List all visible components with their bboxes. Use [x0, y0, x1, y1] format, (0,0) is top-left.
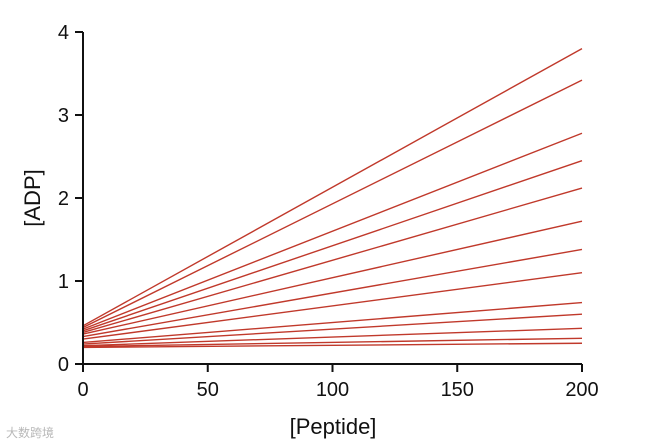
series-line-7	[82, 248, 583, 338]
series-line-10	[82, 313, 583, 345]
y-tick-label: 2	[58, 188, 69, 210]
series-line-2	[82, 79, 583, 329]
axes-layer	[82, 32, 582, 365]
y-axis-title: [ADP]	[20, 169, 45, 226]
series-line-8	[82, 272, 583, 340]
series-layer	[82, 47, 583, 349]
x-tick-label: 50	[197, 379, 219, 401]
x-tick-label: 200	[565, 379, 598, 401]
series-line-11	[82, 327, 583, 347]
x-axis-title: [Peptide]	[290, 414, 377, 439]
series-line-5	[82, 187, 583, 334]
y-tick-label: 0	[58, 354, 69, 376]
series-line-13	[82, 342, 583, 349]
y-tick-label: 1	[58, 271, 69, 293]
series-line-9	[82, 301, 583, 344]
x-tick-label: 0	[77, 379, 88, 401]
x-tick-label: 100	[316, 379, 349, 401]
ticks-layer: 0 50 100 150 200 0 1 2 3 4	[58, 22, 599, 401]
x-tick-label: 150	[441, 379, 474, 401]
y-tick-label: 3	[58, 105, 69, 127]
series-line-4	[82, 159, 583, 332]
series-line-12	[82, 337, 583, 348]
series-line-6	[82, 220, 583, 335]
series-line-3	[82, 132, 583, 330]
series-line-1	[82, 47, 583, 327]
y-tick-label: 4	[58, 22, 69, 44]
watermark-logo: 大数跨境	[6, 426, 55, 440]
